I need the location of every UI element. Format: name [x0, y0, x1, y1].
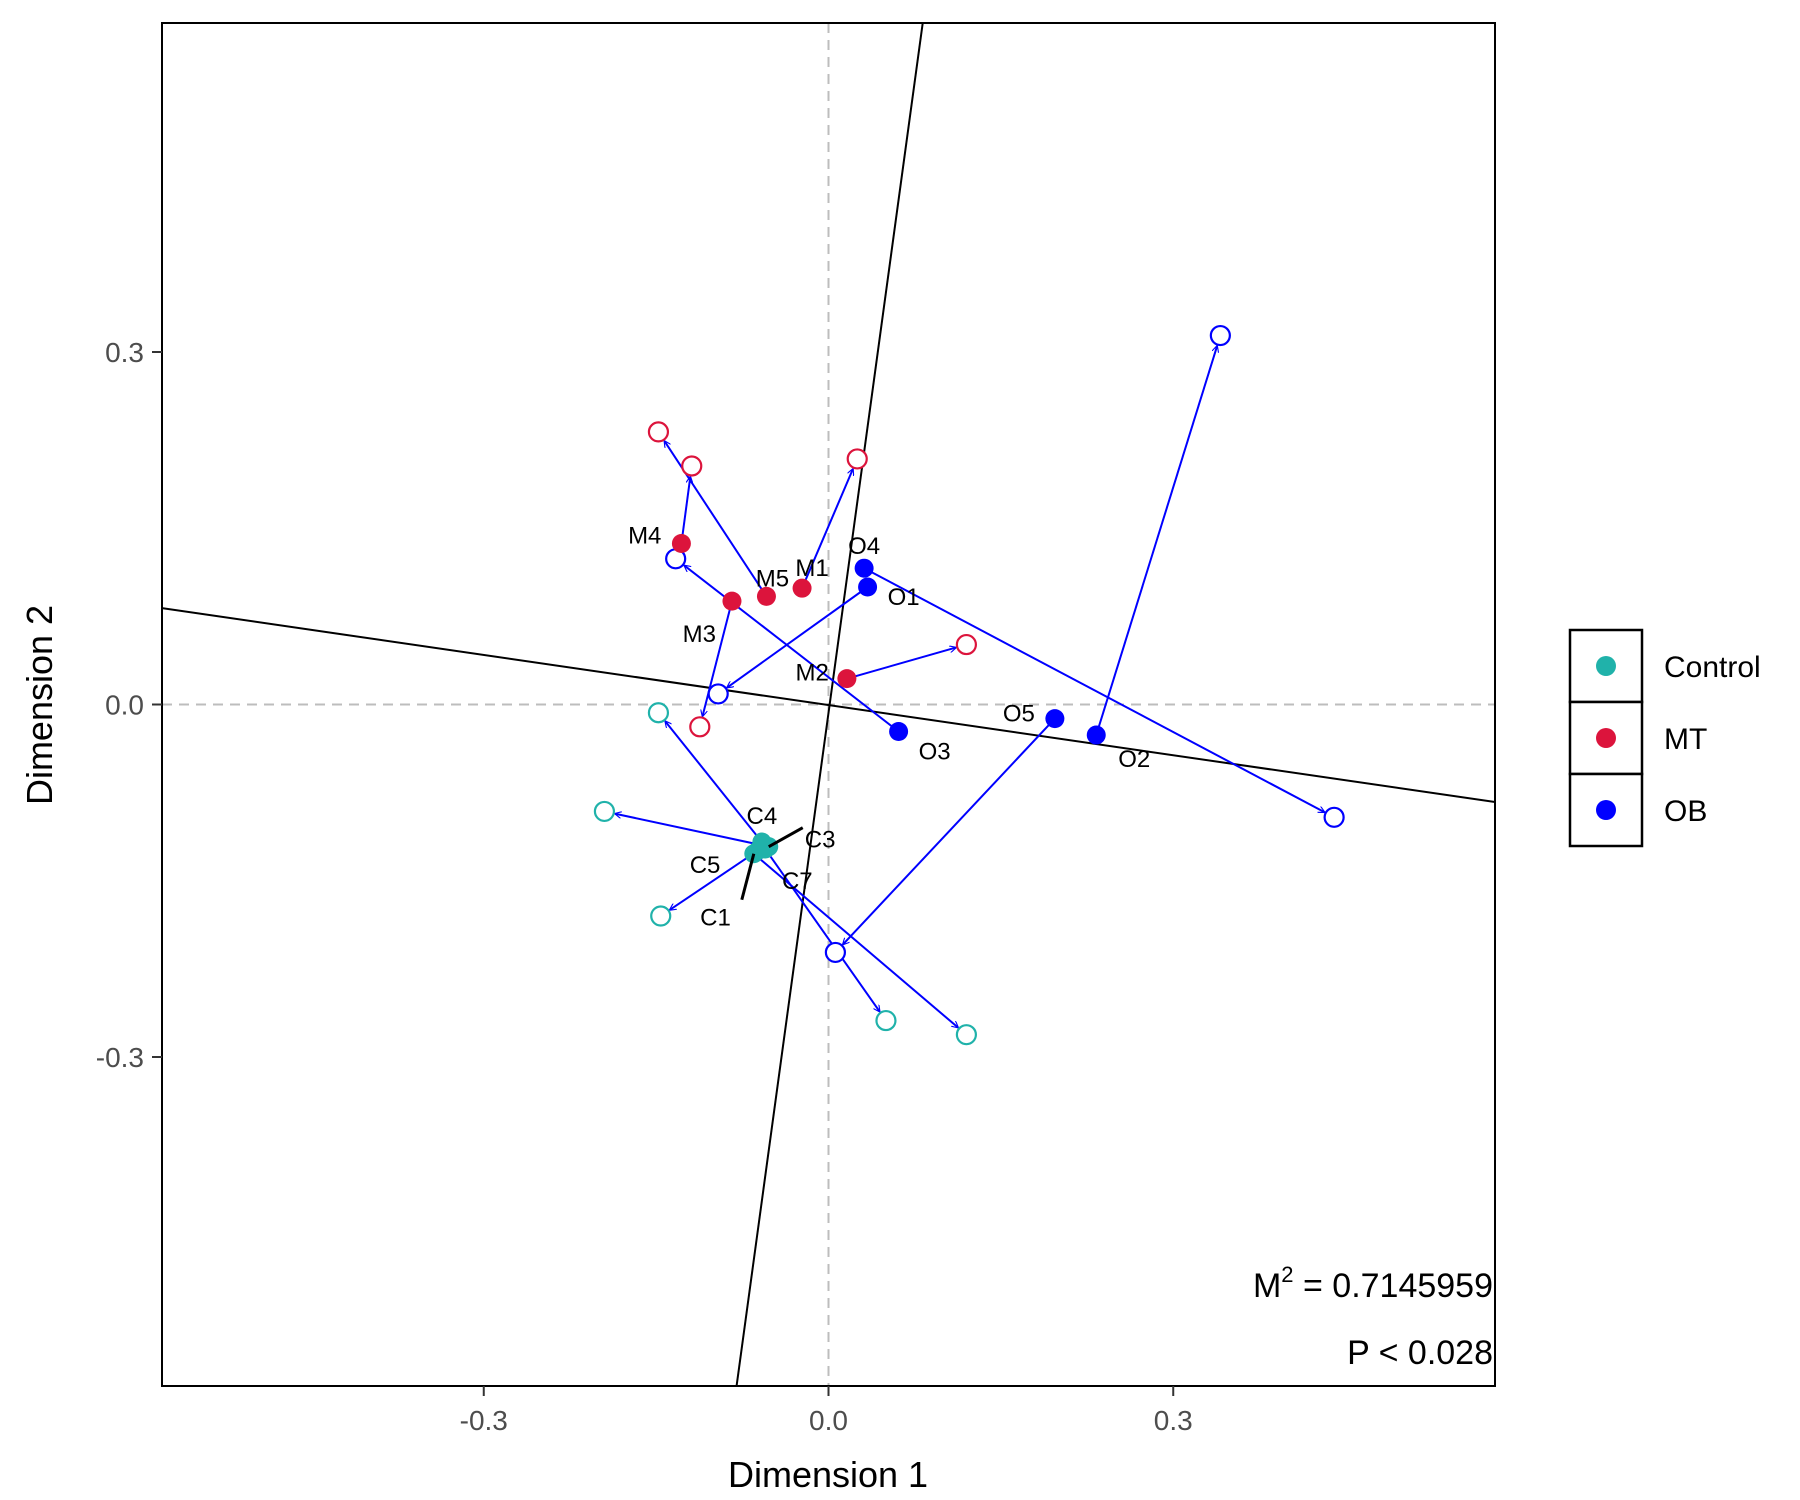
point-m5: [756, 586, 776, 606]
target-point-c7: [875, 1009, 897, 1032]
target-point-m5: [647, 421, 670, 443]
arrow-m1: [801, 469, 853, 589]
arrow-m4: [680, 477, 690, 544]
legend-key-ob: [1596, 800, 1616, 820]
arrow-c5: [670, 849, 759, 910]
label-o4: O4: [848, 533, 880, 560]
y-tick-label: 0.0: [105, 690, 144, 721]
point-labels-layer: C1 C3 C4 C5 C7 M1 M2 M3 M4 M5 O1 O2 O3 O4 O5: [628, 523, 1150, 932]
arrow-o5: [843, 717, 1056, 945]
label-o5: O5: [1003, 701, 1035, 728]
arrow-c3: [615, 814, 769, 848]
y-tick-label: 0.3: [105, 337, 144, 368]
sample-points-layer: [671, 534, 1106, 864]
arrow-c7: [764, 848, 879, 1012]
legend-key-control: [1596, 656, 1616, 676]
label-c3: C3: [805, 827, 836, 854]
arrows-layer: [615, 346, 1324, 1027]
target-point-c3: [593, 800, 616, 823]
label-o2: O2: [1118, 746, 1150, 773]
leader-c3: [768, 826, 804, 848]
arrow-o3: [684, 566, 900, 733]
label-c7: C7: [782, 868, 813, 895]
arrow-o2: [1095, 346, 1217, 736]
x-tick-label: -0.3: [460, 1405, 508, 1436]
label-c4: C4: [747, 803, 778, 830]
m2-superscript: 2: [1281, 1262, 1293, 1287]
m2-statistic: M2 = 0.7145959: [1253, 1262, 1493, 1305]
point-c7: [755, 839, 775, 859]
legend: Control MT OB: [1568, 628, 1761, 848]
point-o2: [1086, 725, 1106, 745]
point-m4: [671, 534, 691, 554]
target-point-o2: [1209, 324, 1231, 347]
x-axis: -0.3 0.0 0.3: [460, 1386, 1193, 1436]
target-point-o1: [707, 683, 729, 705]
label-o1: O1: [888, 584, 920, 611]
point-o1: [858, 577, 878, 597]
legend-label-ob: OB: [1664, 795, 1707, 828]
target-point-c5: [650, 905, 672, 927]
label-m5: M5: [756, 565, 789, 592]
label-m3: M3: [683, 621, 716, 648]
arrow-o1: [727, 586, 869, 688]
target-point-m1: [846, 448, 868, 470]
y-axis-title: Dimension 2: [19, 605, 60, 805]
panel-content: C1 C3 C4 C5 C7 M1 M2 M3 M4 M5 O1 O2 O3 O4 O5: [162, 23, 1495, 1386]
arrow-m3: [703, 600, 733, 716]
label-o3: O3: [919, 739, 951, 766]
m2-symbol: M: [1253, 1267, 1281, 1305]
arrow-o4: [863, 567, 1324, 812]
point-m2: [837, 669, 857, 689]
target-point-c1: [955, 1024, 977, 1046]
y-tick-label: -0.3: [96, 1042, 144, 1073]
point-o3: [889, 722, 909, 742]
x-tick-label: 0.0: [809, 1405, 848, 1436]
point-m3: [722, 591, 742, 611]
target-point-m2: [955, 633, 977, 656]
legend-key-box: [1568, 628, 1644, 704]
target-point-m3: [689, 716, 711, 738]
label-m1: M1: [795, 555, 828, 582]
x-tick-label: 0.3: [1154, 1405, 1193, 1436]
target-point-c4: [647, 702, 670, 724]
label-m2: M2: [796, 660, 829, 687]
leader-c1: [740, 853, 756, 901]
target-point-o5: [824, 941, 846, 964]
target-point-o4: [1323, 806, 1345, 828]
x-axis-title: Dimension 1: [728, 1454, 928, 1495]
point-o4: [854, 558, 874, 578]
legend-label-control: Control: [1664, 651, 1761, 684]
y-axis: -0.3 0.0 0.3: [96, 337, 162, 1073]
rotation-axis-2: [162, 607, 1495, 804]
legend-key-mt: [1596, 728, 1616, 748]
m2-value: = 0.7145959: [1294, 1267, 1493, 1305]
point-o5: [1045, 709, 1065, 729]
arrow-m2: [846, 648, 956, 680]
label-m4: M4: [628, 523, 661, 550]
label-c1: C1: [700, 905, 731, 932]
legend-label-mt: MT: [1664, 723, 1707, 756]
target-point-m4: [681, 455, 703, 477]
label-c5: C5: [690, 852, 721, 879]
arrow-c4: [665, 721, 763, 843]
p-value: P < 0.028: [1347, 1334, 1493, 1372]
point-m1: [792, 578, 812, 598]
